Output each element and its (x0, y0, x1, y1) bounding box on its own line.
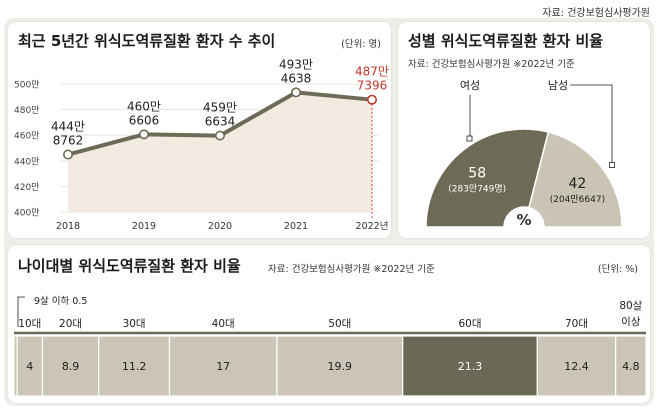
legend-female-label: 여성 (460, 79, 480, 92)
bar-segment (615, 335, 647, 397)
bar-value-label: 11.2 (122, 360, 147, 373)
line-area (68, 92, 372, 212)
bar-chart: 4 10대 8.9 20대 11.2 30대 17 40대 19.9 50대 21.3 60대 12.4… (13, 295, 647, 397)
bar-value-label: 19.9 (328, 360, 353, 373)
tiny-note-pointer (17, 296, 25, 327)
legend-male-label: 남성 (548, 79, 568, 92)
pie-count-label: (283만749명) (448, 184, 506, 195)
y-tick-label: 500만 (14, 80, 39, 91)
y-tick-label: 400만 (14, 208, 39, 219)
bar-value-label: 8.9 (62, 360, 80, 373)
category-label: 50대 (328, 318, 351, 330)
data-point (290, 87, 301, 98)
data-label-line1: 460만 (127, 99, 161, 113)
bar-value-label: 4 (26, 360, 33, 373)
bar-chart-panel: 나이대별 위식도역류질환 환자 비율 자료: 건강보험심사평가원 ※2022년 … (8, 245, 650, 403)
data-label-line1: 493만 (279, 57, 313, 71)
line-chart-panel: 최근 5년간 위식도역류질환 환자 수 추이 (단위: 명) 400만 420만 4… (8, 22, 391, 238)
x-tick-label: 2021 (284, 221, 308, 232)
x-tick-label: 2022년 (356, 221, 389, 232)
bar-segment (168, 335, 278, 397)
data-point (62, 149, 73, 160)
pie-chart: 58 (283만749명) 42 (204만6647)% 여성 남성 (425, 79, 623, 229)
data-point (139, 129, 150, 140)
pie-slice-female (425, 128, 550, 228)
data-label-line2: 7396 (357, 79, 388, 93)
data-label-line1: 444만 (51, 120, 85, 134)
line-chart-unit: (단위: 명) (341, 39, 381, 50)
bar-segment (98, 335, 171, 397)
category-label: 40대 (212, 318, 235, 330)
callout-line (570, 84, 613, 165)
pie-count-label: (204만6647) (550, 194, 605, 205)
category-label: 20대 (59, 318, 82, 330)
pie-value-label: 42 (568, 176, 586, 192)
bar-chart-note: 자료: 건강보험심사평가원 ※2022년 기준 (268, 264, 435, 275)
y-tick-label: 440만 (14, 156, 39, 167)
data-label-line1: 459만 (203, 101, 237, 115)
data-label-line2: 4638 (281, 71, 312, 85)
category-label: 이상 (621, 316, 641, 328)
pie-chart-note: 자료: 건강보험심사평가원 ※2022년 기준 (408, 59, 575, 70)
category-label: 10대 (18, 318, 41, 330)
bar-segment (536, 335, 617, 397)
y-tick-label: 460만 (14, 131, 39, 142)
data-point (366, 94, 377, 105)
data-label-line2: 8762 (53, 134, 84, 148)
bar-value-label: 21.3 (458, 360, 483, 373)
x-tick-label: 2019 (132, 221, 156, 232)
pie-slice-male (528, 131, 623, 228)
bar-value-label: 17 (216, 360, 230, 373)
bar-chart-unit: (단위: %) (597, 264, 638, 275)
bar-segment (402, 335, 538, 397)
bar-value-label: 4.8 (622, 360, 640, 373)
category-label: 30대 (123, 318, 146, 330)
callout-marker (466, 135, 473, 142)
category-label: 70대 (565, 318, 588, 330)
bar-segment (276, 335, 404, 397)
x-tick-label: 2020 (208, 221, 232, 232)
category-label: 60대 (458, 318, 481, 330)
data-label-line1: 487만 (355, 65, 389, 79)
x-tick-label: 2018 (56, 221, 80, 232)
y-tick-label: 420만 (14, 182, 39, 193)
top-source-note: 자료: 건강보험심사평가원 (542, 8, 650, 19)
category-label: 80살 (619, 300, 642, 312)
y-tick-label: 480만 (14, 105, 39, 116)
bar-chart-title: 나이대별 위식도역류질환 환자 비율 (18, 257, 241, 275)
pie-chart-panel: 성별 위식도역류질환 환자 비율 자료: 건강보험심사평가원 ※2022년 기준… (398, 22, 650, 238)
data-label-line2: 6606 (129, 113, 160, 127)
tiny-segment-note: 9살 이하 0.5 (34, 295, 87, 307)
bar-segment (16, 335, 44, 397)
bar-segment (41, 335, 100, 397)
pie-value-label: 58 (468, 166, 486, 182)
data-point (215, 130, 226, 141)
bar-value-label: 12.4 (564, 360, 589, 373)
callout-marker (609, 162, 615, 168)
line-chart-title: 최근 5년간 위식도역류질환 환자 수 추이 (18, 32, 276, 50)
pie-chart-title: 성별 위식도역류질환 환자 비율 (408, 32, 604, 50)
pie-center-symbol: % (516, 211, 531, 229)
data-label-line2: 6634 (205, 115, 236, 129)
